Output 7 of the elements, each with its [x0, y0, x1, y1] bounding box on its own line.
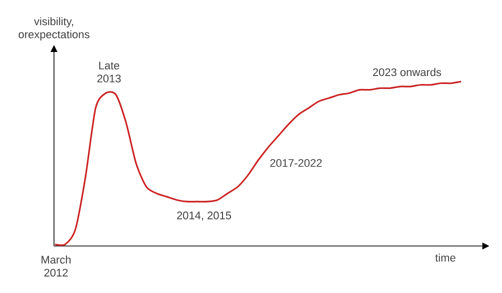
- x-axis-title: time: [435, 254, 456, 262]
- annotation: 2017-2022: [270, 159, 322, 167]
- annotation: Late 2013: [97, 62, 121, 82]
- text: 2023 onwards: [373, 68, 442, 76]
- y-axis-title: visibility, orexpectations: [18, 17, 90, 40]
- annotation: 2014, 2015: [177, 212, 232, 221]
- text: March 2012: [42, 256, 71, 277]
